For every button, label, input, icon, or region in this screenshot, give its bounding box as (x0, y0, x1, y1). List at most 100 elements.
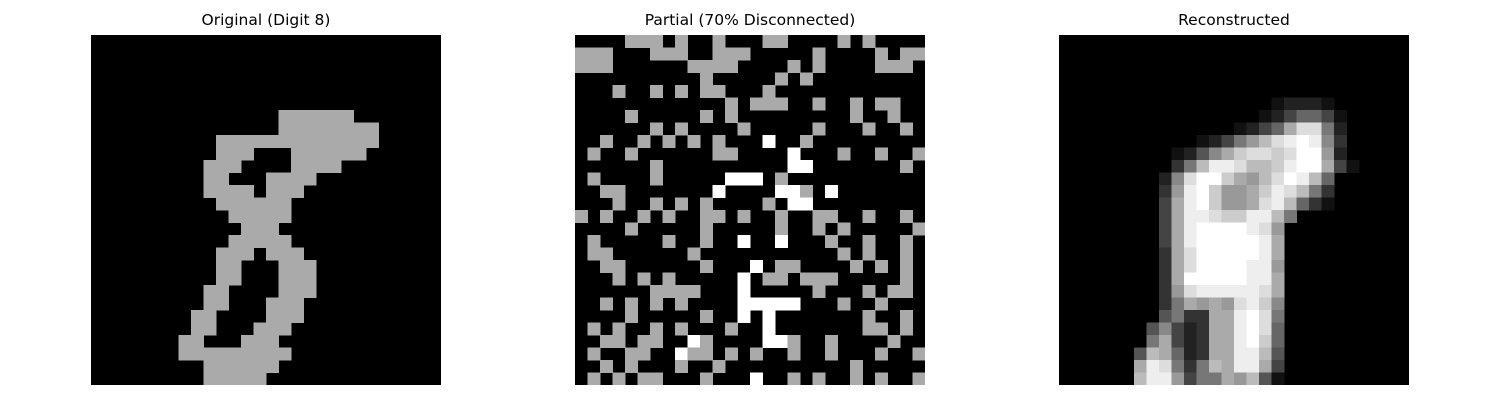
pixel-partial (875, 347, 888, 361)
pixel-reconstructed (1271, 147, 1285, 161)
pixel-reconstructed (1184, 247, 1197, 261)
pixel-partial (800, 272, 813, 286)
pixel-reconstructed (1209, 322, 1222, 336)
pixel-reconstructed (1284, 110, 1297, 123)
pixel-partial (700, 235, 713, 248)
pixel-reconstructed (1159, 172, 1172, 186)
pixel-reconstructed (1209, 210, 1222, 223)
pixel-reconstructed (1271, 160, 1285, 173)
pixel-original (328, 122, 342, 136)
pixel-partial (775, 172, 788, 186)
pixel-partial (875, 47, 888, 61)
pixel-partial (900, 160, 913, 173)
pixel-partial (787, 335, 801, 348)
pixel-original (191, 310, 204, 323)
pixel-original (266, 322, 279, 336)
pixel-original (241, 135, 254, 148)
pixel-original (278, 185, 292, 198)
pixel-original (216, 172, 229, 186)
pixel-original (216, 247, 229, 261)
pixel-partial (725, 147, 738, 161)
pixel-reconstructed (1159, 272, 1172, 286)
pixel-partial (862, 210, 876, 223)
pixel-reconstructed (1259, 360, 1272, 373)
pixel-original (203, 322, 217, 336)
pixel-original (203, 285, 217, 298)
pixel-original (291, 310, 304, 323)
pixel-original (241, 197, 254, 211)
pixel-reconstructed (1234, 197, 1247, 211)
pixel-reconstructed (1246, 260, 1260, 273)
pixel-original (266, 347, 279, 361)
pixel-partial (650, 35, 663, 48)
pixel-original (291, 285, 304, 298)
pixel-reconstructed (1209, 260, 1222, 273)
pixel-reconstructed (1321, 160, 1335, 173)
pixel-reconstructed (1221, 260, 1235, 273)
pixel-partial (787, 147, 801, 161)
pixel-partial (750, 347, 763, 361)
pixel-partial (900, 210, 913, 223)
pixel-partial (637, 210, 651, 223)
pixel-reconstructed (1184, 310, 1197, 323)
pixel-reconstructed (1259, 210, 1272, 223)
pixel-partial (587, 347, 601, 361)
pixel-original (228, 372, 242, 385)
pixel-reconstructed (1159, 222, 1172, 236)
pixel-partial (575, 47, 588, 61)
pixel-partial (900, 60, 913, 73)
pixel-original (191, 347, 204, 361)
pixel-reconstructed (1334, 122, 1347, 136)
pixel-partial (762, 335, 776, 348)
pixel-reconstructed (1234, 360, 1247, 373)
pixel-reconstructed (1171, 172, 1185, 186)
pixel-original (228, 235, 242, 248)
pixel-partial (650, 197, 663, 211)
pixel-reconstructed (1271, 335, 1285, 348)
pixel-reconstructed (1184, 372, 1197, 385)
pixel-reconstructed (1259, 147, 1272, 161)
pixel-original (203, 347, 217, 361)
pixel-partial (762, 35, 776, 48)
pixel-partial (650, 297, 663, 311)
pixel-reconstructed (1196, 172, 1210, 186)
pixel-partial (762, 97, 776, 111)
panel-title-reconstructed: Reconstructed (1178, 11, 1290, 29)
pixel-reconstructed (1246, 335, 1260, 348)
pixel-reconstructed (1296, 122, 1310, 136)
pixel-reconstructed (1209, 185, 1222, 198)
pixel-partial (662, 135, 676, 148)
pixel-partial (762, 85, 776, 98)
pixel-partial (625, 360, 638, 373)
pixel-reconstructed (1159, 285, 1172, 298)
pixel-partial (875, 97, 888, 111)
pixel-reconstructed (1234, 235, 1247, 248)
pixel-original (216, 272, 229, 286)
pixel-partial (750, 372, 763, 385)
pixel-original (266, 197, 279, 211)
pixel-reconstructed (1209, 172, 1222, 186)
pixel-reconstructed (1321, 185, 1335, 198)
pixel-partial (650, 122, 663, 136)
pixel-partial (775, 297, 788, 311)
pixel-reconstructed (1209, 272, 1222, 286)
pixel-partial (775, 97, 788, 111)
pixel-original (253, 197, 267, 211)
pixel-partial (775, 222, 788, 236)
pixel-partial (700, 335, 713, 348)
pixel-partial (862, 122, 876, 136)
pixel-partial (650, 160, 663, 173)
pixel-original (203, 185, 217, 198)
pixel-original (278, 272, 292, 286)
pixel-original (178, 347, 192, 361)
pixel-reconstructed (1196, 222, 1210, 236)
pixel-partial (762, 310, 776, 323)
pixel-reconstructed (1134, 372, 1147, 385)
pixel-partial (587, 147, 601, 161)
pixel-original (278, 135, 292, 148)
pixel-partial (700, 310, 713, 323)
pixel-partial (700, 222, 713, 236)
pixel-reconstructed (1296, 147, 1310, 161)
pixel-partial (875, 260, 888, 273)
pixel-partial (737, 235, 751, 248)
